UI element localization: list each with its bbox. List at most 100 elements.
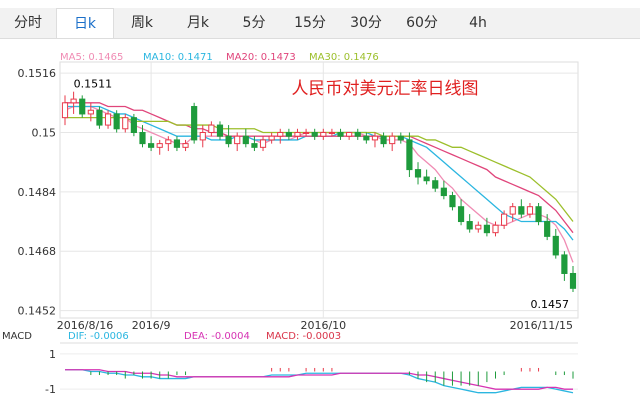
- candle-body: [535, 206, 542, 223]
- candle-body: [242, 135, 249, 145]
- candle-body: [483, 224, 490, 234]
- candle-body: [234, 135, 241, 145]
- legend-entry: DIF: -0.0006: [68, 331, 129, 342]
- candle-body: [182, 143, 189, 148]
- macd-line: [65, 369, 574, 394]
- candle-body: [302, 131, 310, 134]
- candle-body: [569, 272, 577, 289]
- candle-body: [380, 135, 387, 145]
- y-tick-label: -1: [45, 383, 56, 396]
- candle-body: [61, 102, 69, 119]
- tab[interactable]: 分时: [14, 15, 42, 31]
- candle-body: [139, 131, 146, 145]
- candle-body: [363, 135, 370, 141]
- candle-body: [277, 131, 284, 137]
- tab[interactable]: 15分: [294, 15, 326, 31]
- legend-entry: MA20: 0.1473: [226, 52, 296, 63]
- legend-entry: MA5: 0.1465: [60, 52, 123, 63]
- legend-entry: MA10: 0.1471: [143, 52, 213, 63]
- tab[interactable]: 60分: [406, 15, 438, 31]
- candle-body: [311, 131, 318, 137]
- candle-body: [294, 131, 301, 137]
- candle-body: [148, 143, 155, 148]
- candle-body: [475, 224, 482, 230]
- candle-body: [328, 131, 336, 134]
- annotation: 0.1457: [531, 298, 570, 311]
- ma-line: [65, 102, 574, 234]
- chart-title: 人民币对美元汇率日线图: [292, 79, 479, 99]
- tab[interactable]: 日k: [56, 8, 114, 38]
- candle-body: [173, 139, 181, 148]
- candle-body: [552, 235, 559, 256]
- candle-body: [346, 131, 353, 137]
- legend-entry: DEA: -0.0004: [184, 331, 250, 342]
- ma-line: [65, 105, 574, 241]
- candle-body: [440, 187, 447, 197]
- tab[interactable]: 30分: [350, 15, 382, 31]
- y-tick-label: 1: [49, 348, 56, 361]
- candle-body: [156, 143, 163, 148]
- candle-body: [285, 131, 292, 137]
- tab[interactable]: 月k: [186, 15, 210, 31]
- candle-body: [208, 124, 215, 133]
- panel-label: MACD: [2, 331, 32, 342]
- y-tick-label: 0.1468: [18, 245, 57, 258]
- x-tick-label: 2016/8/16: [57, 319, 113, 332]
- candle-body: [199, 131, 206, 141]
- candle-body: [457, 206, 465, 223]
- candle-body: [320, 131, 327, 137]
- candle-body: [130, 117, 137, 133]
- candle-body: [79, 98, 86, 115]
- candle-body: [70, 98, 77, 104]
- candle-body: [561, 254, 568, 274]
- tab[interactable]: 周k: [130, 15, 154, 31]
- y-tick-label: 0.1516: [18, 67, 57, 80]
- candle-body: [268, 135, 275, 141]
- tab[interactable]: 5分: [242, 15, 266, 31]
- legend-entry: MACD: -0.0003: [266, 331, 341, 342]
- candle-body: [423, 176, 430, 182]
- candle-body: [165, 139, 172, 145]
- candle-body: [509, 206, 516, 215]
- candle-body: [526, 206, 534, 215]
- macd-line: [65, 369, 573, 390]
- candle-body: [501, 213, 508, 226]
- ma-line: [65, 117, 574, 222]
- candle-body: [466, 221, 473, 230]
- candle-body: [449, 195, 456, 208]
- ma-line: [64, 105, 574, 263]
- candle-body: [259, 139, 267, 148]
- x-tick-label: 2016/11/15: [510, 319, 573, 332]
- candle-body: [354, 131, 361, 137]
- tab-bar: 分时 日k 周k 月k 5分 15分 30分 60分 4h: [0, 8, 640, 39]
- annotation: 0.1511: [74, 78, 113, 91]
- x-tick-label: 2016/9: [132, 319, 171, 332]
- y-tick-label: 0.1452: [18, 305, 57, 318]
- candle-body: [191, 106, 198, 141]
- y-tick-label: 0.15: [32, 126, 57, 139]
- candle-body: [432, 180, 439, 189]
- candle-body: [251, 143, 258, 148]
- plot-frame: [59, 61, 579, 319]
- y-tick-label: 0.1484: [18, 186, 57, 199]
- candle-body: [414, 169, 422, 178]
- candle-body: [122, 117, 129, 130]
- candle-body: [87, 109, 94, 115]
- legend-entry: MA30: 0.1476: [309, 52, 379, 63]
- candle-body: [113, 113, 120, 130]
- candle-body: [371, 135, 379, 141]
- candle-body: [406, 139, 413, 171]
- x-tick-label: 2016/10: [300, 319, 346, 332]
- candle-body: [389, 135, 396, 145]
- candle-body: [518, 206, 525, 215]
- candle-body: [492, 224, 499, 234]
- tab[interactable]: 4h: [469, 15, 487, 31]
- candle-body: [337, 131, 344, 137]
- candle-body: [96, 109, 103, 126]
- candle-body: [225, 135, 232, 145]
- candle-body: [397, 135, 404, 141]
- candle-body: [544, 221, 551, 237]
- candle-body: [216, 124, 224, 137]
